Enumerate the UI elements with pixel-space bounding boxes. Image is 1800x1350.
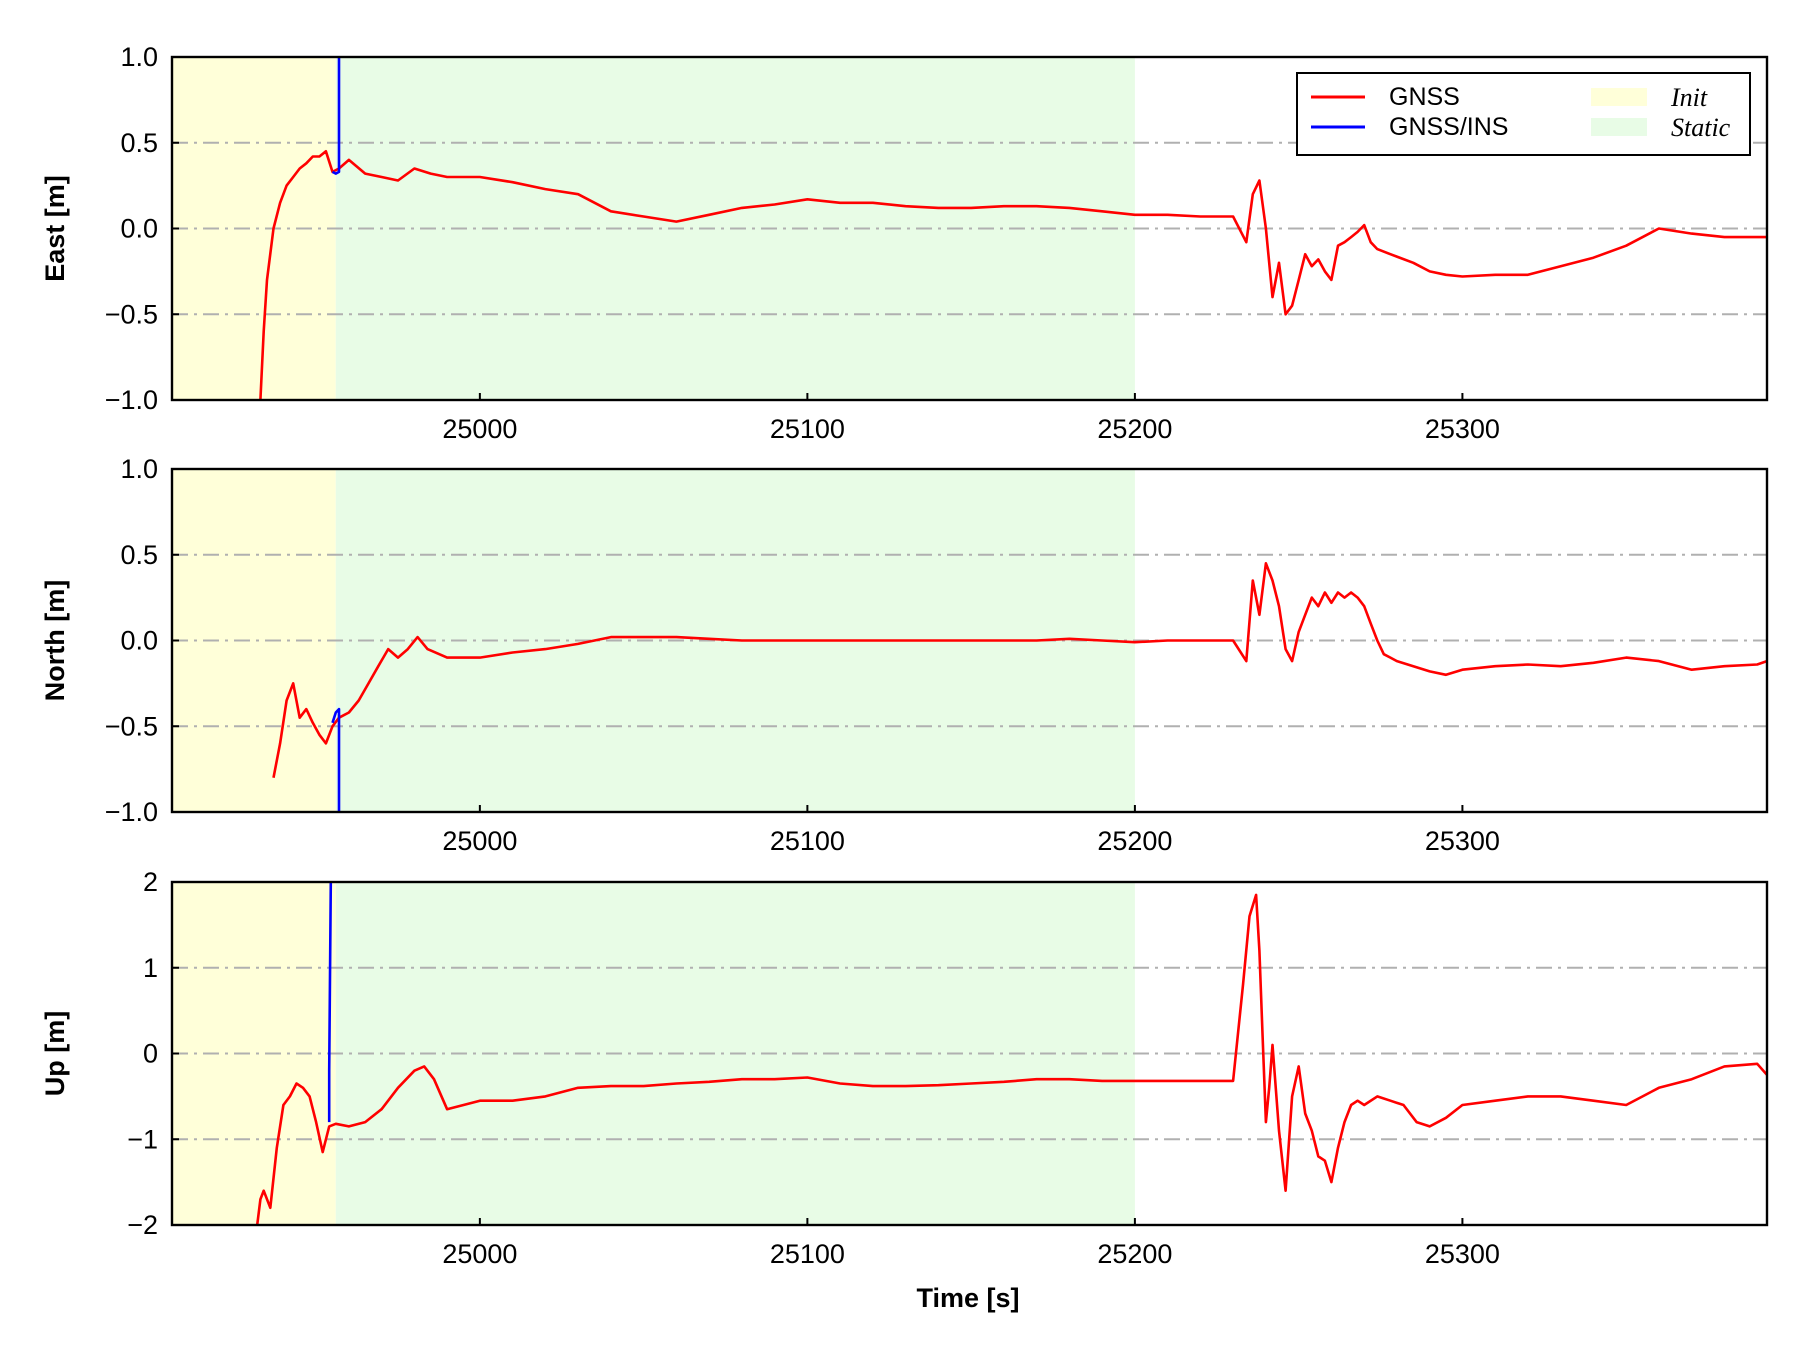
- x-tick-label: 25100: [770, 414, 845, 444]
- y-tick-label: 2: [143, 867, 158, 897]
- plot-frame: [170, 467, 1769, 814]
- y-tick-label: 0.5: [120, 128, 158, 158]
- y-axis-label: North [m]: [40, 580, 70, 701]
- x-tick-label: 25300: [1425, 826, 1500, 856]
- series-line-gnss-ins: [327, 882, 333, 1123]
- panels: 1.0 0.5 0.0 −0.5 −1.0 25000 25100 25200 25300 Eas…: [40, 42, 1769, 1269]
- x-tick-label: 25200: [1097, 826, 1172, 856]
- y-tick-label: 1: [143, 953, 158, 983]
- y-tick-label: −2: [127, 1210, 158, 1240]
- series-line-gnss: [259, 150, 1767, 400]
- y-tick-label: 1.0: [120, 42, 158, 72]
- panel-2: 2 1 0 −1 −2 25000 25100 25200 25300 Up [m]: [40, 867, 1769, 1269]
- legend-box: [1296, 72, 1751, 156]
- x-tick-label: 25200: [1097, 1239, 1172, 1269]
- y-axis-label: East [m]: [40, 175, 70, 282]
- series-line-gnss: [255, 893, 1767, 1225]
- y-axis-label: Up [m]: [40, 1011, 70, 1096]
- legend-patch-static: [1591, 118, 1647, 136]
- series-line-gnss-ins: [331, 707, 341, 812]
- y-tick-label: 0.0: [120, 214, 158, 244]
- x-tick-label: 25000: [442, 414, 517, 444]
- x-tick-label: 25100: [770, 826, 845, 856]
- series-line-gnss-ins: [331, 57, 341, 175]
- y-tick-label: −1: [127, 1124, 158, 1154]
- x-tick-label: 25300: [1425, 414, 1500, 444]
- x-tick-label: 25000: [442, 1239, 517, 1269]
- y-tick-label: −1.0: [105, 797, 158, 827]
- x-tick-label: 25300: [1425, 1239, 1500, 1269]
- x-axis-label: Time [s]: [916, 1283, 1019, 1313]
- y-tick-label: 1.0: [120, 454, 158, 484]
- legend-label: Init: [1670, 83, 1708, 112]
- legend-label: GNSS/INS: [1389, 113, 1508, 141]
- plot-frame: [170, 55, 1769, 402]
- legend-label: GNSS: [1389, 83, 1460, 111]
- plot-frame: [170, 880, 1769, 1227]
- legend-patch-init: [1591, 88, 1647, 106]
- x-tick-label: 25000: [442, 826, 517, 856]
- y-tick-label: 0.5: [120, 540, 158, 570]
- y-tick-label: 0.0: [120, 626, 158, 656]
- y-tick-label: −0.5: [105, 299, 158, 329]
- panel-1: 1.0 0.5 0.0 −0.5 −1.0 25000 25100 25200 25300 Nor…: [40, 454, 1769, 856]
- series-line-gnss: [272, 561, 1767, 778]
- x-tick-label: 25200: [1097, 414, 1172, 444]
- legend-label: Static: [1671, 113, 1731, 142]
- y-tick-label: 0: [143, 1039, 158, 1069]
- y-tick-label: −0.5: [105, 711, 158, 741]
- panel-0: 1.0 0.5 0.0 −0.5 −1.0 25000 25100 25200 25300 Eas…: [40, 42, 1769, 444]
- y-tick-label: −1.0: [105, 385, 158, 415]
- x-tick-label: 25100: [770, 1239, 845, 1269]
